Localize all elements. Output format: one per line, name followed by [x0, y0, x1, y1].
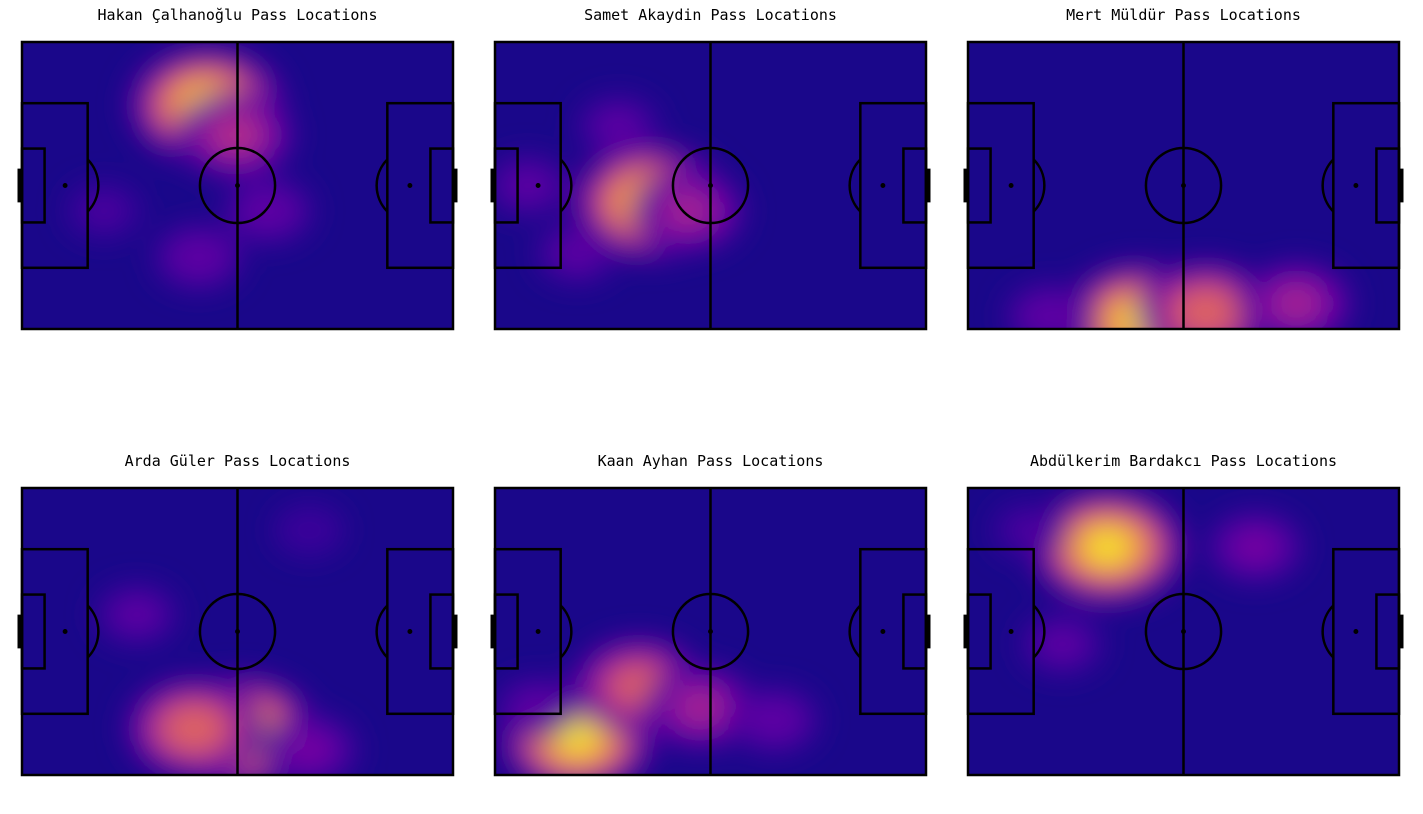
pitch-panel-6: Abdülkerim Bardakcı Pass Locations — [963, 452, 1404, 777]
center-circle — [1144, 592, 1223, 671]
density-blob — [742, 696, 806, 744]
density-blob — [112, 596, 162, 633]
pitch-panel-2: Samet Akaydin Pass Locations — [490, 6, 931, 331]
center-circle — [1144, 146, 1223, 225]
left-penalty-arc — [1032, 158, 1046, 213]
pitch-panel-1: Hakan Çalhanoğlu Pass Locations — [17, 6, 458, 331]
pitch-lines — [490, 40, 931, 331]
left-penalty-arc — [559, 158, 573, 213]
left-penalty-arc — [86, 604, 100, 659]
right-penalty-spot — [880, 183, 886, 188]
density-blob — [274, 504, 345, 556]
density-blob — [672, 199, 704, 223]
center-spot — [1181, 629, 1186, 634]
right-penalty-arc — [1321, 158, 1335, 213]
density-blob — [91, 201, 117, 220]
left-penalty-spot — [1008, 629, 1014, 634]
center-spot — [235, 629, 240, 634]
center-circle — [671, 146, 750, 225]
panel-title: Arda Güler Pass Locations — [125, 452, 351, 470]
density-blob — [1017, 521, 1042, 540]
pitch-panel-5: Kaan Ayhan Pass Locations — [490, 452, 931, 777]
density-blob — [503, 167, 553, 204]
right-penalty-spot — [407, 629, 413, 634]
density-blob — [684, 696, 716, 719]
center-spot — [235, 183, 240, 188]
density-blob — [1037, 625, 1088, 663]
left-penalty-arc — [1032, 604, 1046, 659]
density-blob — [511, 689, 561, 726]
panel-title: Mert Müldür Pass Locations — [1066, 6, 1301, 24]
density-blob — [162, 705, 226, 752]
pitch-panel-3: Mert Müldür Pass Locations — [963, 6, 1404, 331]
right-penalty-spot — [880, 629, 886, 634]
left-penalty-spot — [62, 629, 68, 634]
density-blob — [1087, 532, 1128, 562]
density-blob — [1018, 292, 1082, 329]
pitch-lines — [17, 40, 458, 331]
heat-layer — [495, 42, 926, 329]
density-blob — [236, 187, 301, 235]
right-penalty-arc — [848, 158, 862, 213]
panel-title: Hakan Çalhanoğlu Pass Locations — [98, 6, 378, 24]
left-penalty-arc — [86, 158, 100, 213]
density-blob — [593, 108, 643, 145]
right-penalty-spot — [1353, 629, 1359, 634]
center-circle — [198, 592, 277, 671]
pitch-lines — [490, 486, 931, 777]
left-penalty-spot — [1008, 183, 1014, 188]
pitch-lines — [963, 40, 1404, 331]
density-blob — [1174, 288, 1238, 329]
pitch-panel-4: Arda Güler Pass Locations — [17, 452, 458, 777]
density-blob — [295, 739, 324, 760]
panel-title: Kaan Ayhan Pass Locations — [598, 452, 824, 470]
right-penalty-arc — [375, 158, 389, 213]
density-blob — [557, 722, 598, 752]
right-penalty-arc — [848, 604, 862, 659]
density-blob — [1281, 292, 1312, 316]
right-penalty-arc — [1321, 604, 1335, 659]
left-penalty-spot — [62, 183, 68, 188]
left-penalty-spot — [535, 183, 541, 188]
density-blob — [552, 234, 602, 272]
density-blob — [210, 116, 261, 154]
center-circle — [198, 146, 277, 225]
center-spot — [708, 629, 713, 634]
pitch-lines — [17, 486, 458, 777]
density-blob — [1241, 536, 1270, 558]
right-penalty-spot — [1353, 183, 1359, 188]
center-spot — [708, 183, 713, 188]
left-penalty-arc — [559, 604, 573, 659]
density-blob — [166, 233, 231, 281]
right-penalty-arc — [375, 604, 389, 659]
pitch-lines — [963, 486, 1404, 777]
panel-title: Samet Akaydin Pass Locations — [584, 6, 837, 24]
panel-title: Abdülkerim Bardakcı Pass Locations — [1030, 452, 1337, 470]
center-circle — [671, 592, 750, 671]
center-spot — [1181, 183, 1186, 188]
right-penalty-spot — [407, 183, 413, 188]
left-penalty-spot — [535, 629, 541, 634]
